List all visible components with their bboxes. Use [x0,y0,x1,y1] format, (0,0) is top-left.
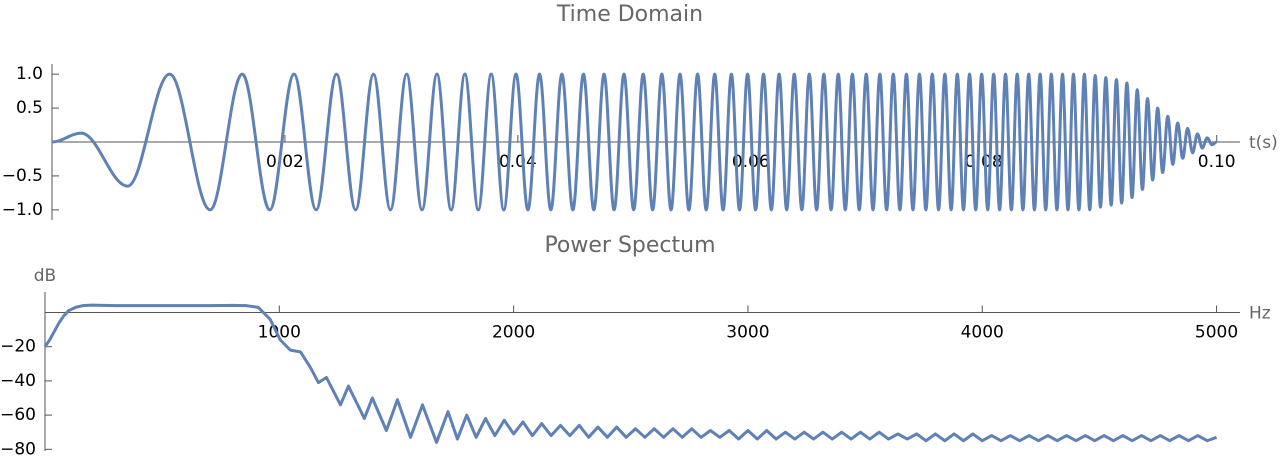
x-tick-label: 2000 [492,323,535,343]
x-tick-label: 5000 [1195,323,1238,343]
data-line [43,303,1218,444]
y-tick-label: −20 [0,337,36,357]
y-tick-label: −80 [0,439,36,459]
x-tick-label: 0.10 [1198,152,1236,172]
y-tick-label: −40 [0,371,36,391]
y-tick-label: 0.5 [16,98,43,118]
x-tick-label: 4000 [961,323,1004,343]
y-tick-label: −60 [0,405,36,425]
chart-title: Time Domain [556,2,703,27]
y-tick-label: −0.5 [2,166,43,186]
x-tick-label: 0.02 [266,152,304,172]
y-axis-label: dB [34,266,56,286]
x-axis-label: t(s) [1249,133,1278,153]
y-tick-label: 1.0 [16,64,43,84]
data-line [51,72,1217,212]
x-tick-label: 1000 [258,323,301,343]
x-tick-label: 3000 [726,323,769,343]
chart-title: Power Spectum [544,233,715,258]
y-tick-label: −1.0 [2,200,43,220]
x-axis-label: Hz [1249,304,1271,324]
